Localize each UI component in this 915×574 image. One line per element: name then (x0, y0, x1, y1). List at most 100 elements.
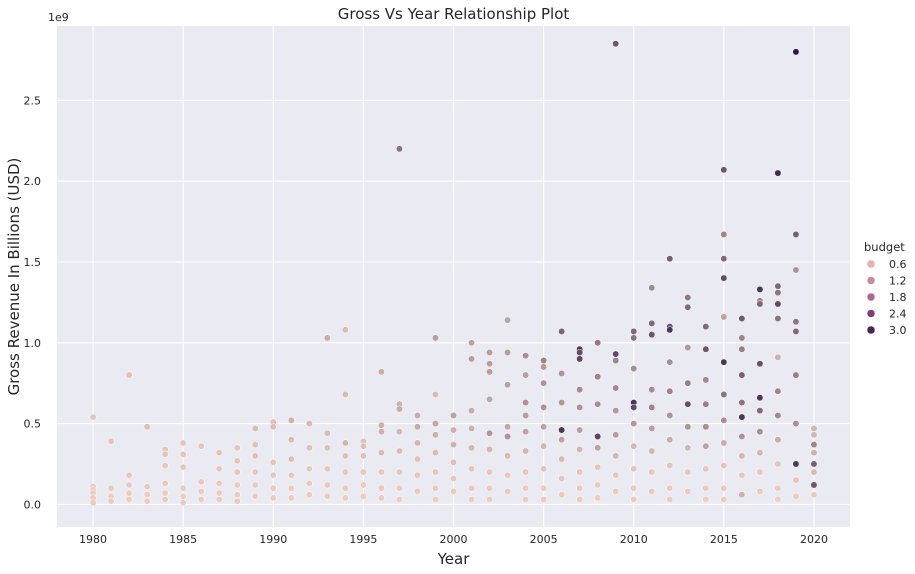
data-point (774, 169, 782, 177)
data-point (125, 481, 133, 489)
data-point (594, 481, 602, 489)
data-point (720, 439, 728, 447)
data-point (522, 352, 530, 360)
data-point (648, 403, 656, 411)
data-point (287, 471, 295, 479)
x-axis-label: Year (437, 550, 471, 568)
data-point (432, 496, 439, 503)
data-point (774, 353, 782, 361)
data-point (341, 326, 349, 334)
data-point (558, 426, 566, 434)
data-point (450, 426, 457, 434)
data-point (287, 436, 295, 444)
data-point (395, 496, 403, 503)
data-point (233, 457, 241, 465)
data-point (323, 334, 331, 342)
data-point (395, 145, 403, 153)
data-point (594, 433, 602, 440)
x-tick-label: 1990 (259, 533, 287, 546)
data-point (810, 481, 818, 489)
data-point (612, 431, 620, 439)
y-tick-label: 2.5 (24, 94, 42, 107)
data-point (540, 379, 548, 387)
data-point (612, 384, 620, 392)
data-point (738, 433, 746, 440)
data-point (594, 494, 602, 502)
data-point (161, 479, 169, 487)
data-point (359, 442, 367, 450)
data-point (630, 365, 638, 373)
data-point (630, 465, 638, 473)
data-point (504, 349, 512, 356)
data-point (486, 484, 493, 492)
data-point (756, 449, 764, 457)
data-point (756, 407, 764, 415)
data-point (648, 386, 656, 394)
data-point (702, 484, 710, 492)
data-point (125, 371, 133, 379)
data-point (143, 483, 151, 491)
data-point (305, 444, 313, 452)
data-point (666, 436, 674, 444)
data-point (774, 460, 782, 468)
data-point (648, 319, 656, 327)
data-point (540, 363, 548, 371)
legend-label: 2.4 (889, 308, 907, 321)
data-point (666, 326, 674, 334)
data-point (684, 444, 692, 452)
data-point (666, 484, 674, 492)
data-point (251, 492, 259, 500)
data-point (720, 484, 728, 492)
data-point (359, 481, 367, 489)
data-point (468, 424, 475, 432)
data-point (558, 455, 566, 463)
y-tick-label: 0.0 (24, 498, 42, 511)
data-point (666, 387, 674, 395)
data-point (432, 484, 439, 492)
data-point (648, 468, 656, 476)
data-point (89, 413, 97, 421)
data-point (305, 420, 313, 428)
data-point (359, 468, 367, 476)
data-point (432, 431, 439, 439)
data-point (702, 423, 710, 431)
data-point (756, 468, 764, 476)
data-point (630, 496, 638, 503)
data-point (269, 423, 277, 431)
data-point (377, 368, 385, 376)
data-point (810, 491, 818, 499)
data-point (377, 421, 385, 429)
data-point (810, 431, 818, 439)
data-point (720, 313, 728, 321)
data-point (161, 462, 169, 470)
data-point (612, 407, 620, 415)
data-point (612, 471, 620, 479)
data-point (233, 481, 241, 489)
data-point (179, 484, 187, 492)
data-point (774, 484, 782, 492)
data-point (594, 339, 602, 347)
data-point (179, 450, 187, 458)
data-point (540, 465, 548, 473)
data-point (576, 468, 584, 476)
data-point (810, 468, 818, 476)
legend-title: budget (864, 240, 905, 254)
data-point (486, 496, 493, 503)
data-point (792, 231, 800, 238)
x-tick-label: 1995 (349, 533, 377, 546)
data-point (251, 452, 259, 460)
data-point (684, 294, 692, 301)
data-point (666, 358, 674, 366)
data-point (630, 420, 638, 428)
data-point (323, 465, 331, 473)
data-point (468, 465, 475, 473)
data-point (197, 442, 205, 450)
data-point (504, 471, 512, 479)
data-point (720, 231, 728, 238)
data-point (197, 478, 205, 486)
data-point (107, 497, 115, 505)
data-point (630, 484, 638, 492)
data-point (612, 357, 620, 364)
data-point (305, 465, 313, 473)
data-point (468, 407, 475, 415)
